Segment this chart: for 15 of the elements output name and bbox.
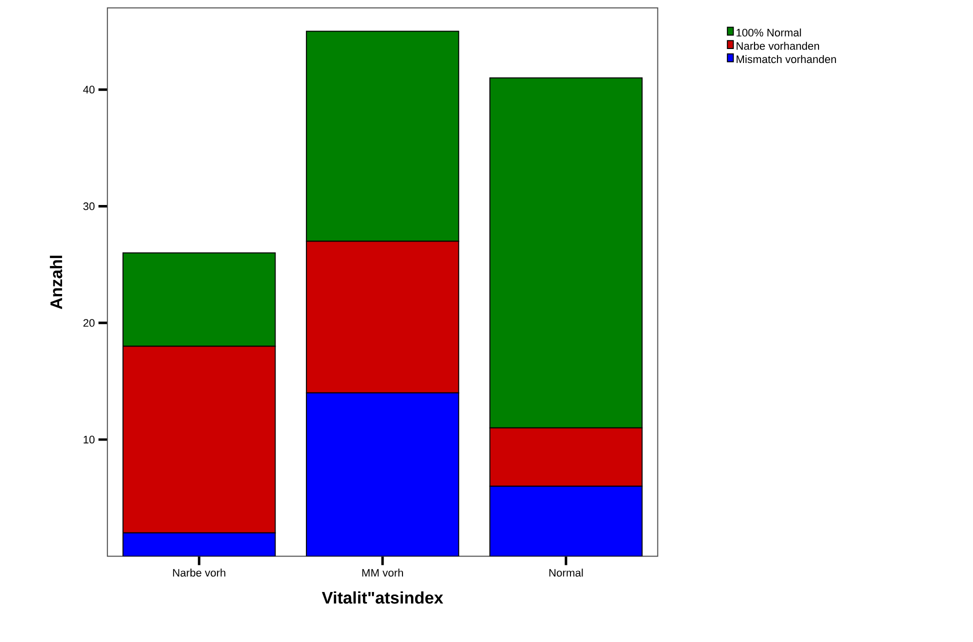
x-tick-label: Normal	[549, 568, 583, 577]
x-axis-title: Vitalit"atsindex	[322, 592, 444, 604]
bar	[306, 392, 460, 556]
y-tick-label: 10	[84, 436, 95, 444]
y-tick-label: 40	[83, 86, 95, 94]
legend-label: Narbe vorhanden	[736, 42, 820, 50]
y-axis-title: Anzahl	[50, 256, 62, 310]
bar	[122, 533, 276, 556]
x-tick-label: Narbe vorh	[173, 568, 226, 577]
y-tick-label: 20	[83, 319, 95, 327]
legend-label: 100% Normal	[736, 28, 801, 37]
x-tick-label: MM vorh	[362, 568, 403, 577]
bar	[489, 486, 643, 556]
legend-label: Mismatch vorhanden	[736, 55, 836, 64]
y-tick-label: 30	[83, 202, 95, 210]
